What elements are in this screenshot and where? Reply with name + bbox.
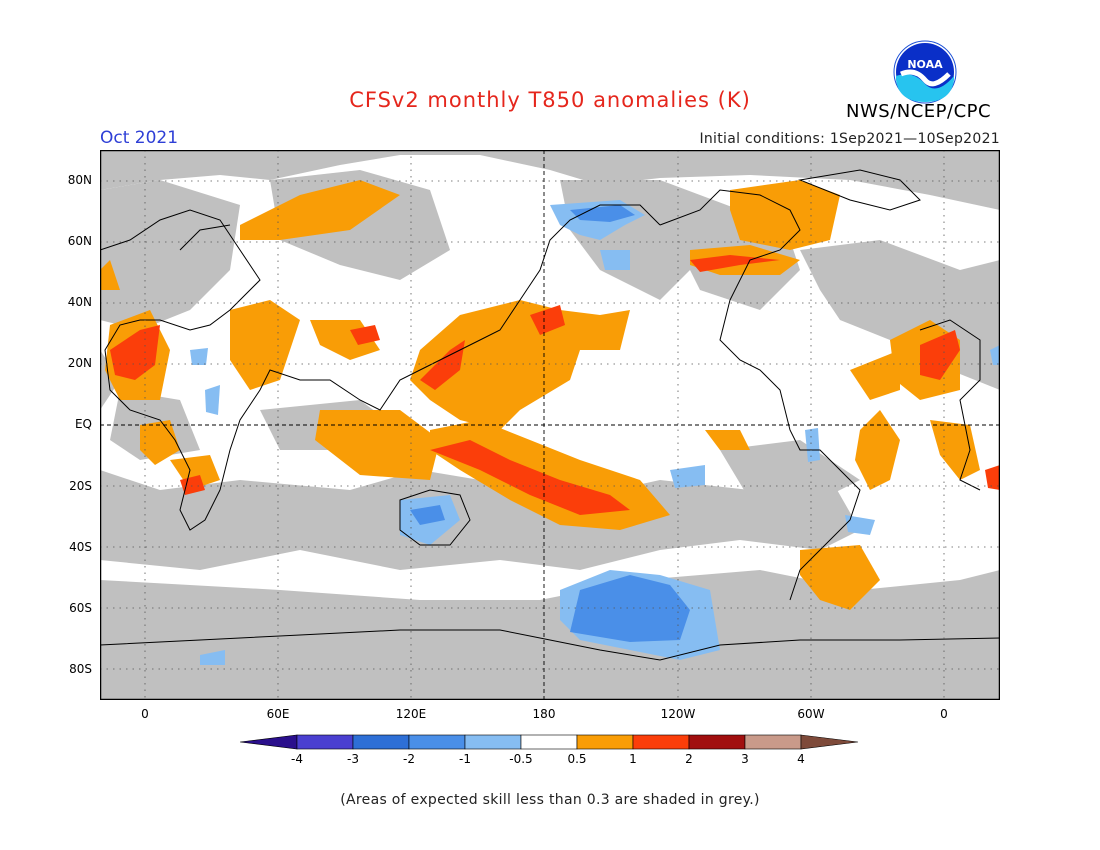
anomaly-map — [100, 150, 1000, 700]
colorbar-label: -0.5 — [509, 752, 533, 766]
agency-label: NWS/NCEP/CPC — [846, 101, 992, 122]
lon-label: 0 — [141, 707, 149, 721]
lat-label: 60N — [67, 234, 92, 248]
colorbar-label: 3 — [741, 752, 749, 766]
colorbar-label: 4 — [797, 752, 805, 766]
colorbar-swatch — [688, 734, 746, 750]
lon-label: 180 — [532, 707, 556, 721]
colorbar-label: 2 — [685, 752, 693, 766]
lon-label: 120W — [660, 707, 696, 721]
graticule — [100, 150, 1000, 700]
colorbar-label: -3 — [347, 752, 359, 766]
forecast-month: Oct 2021 — [100, 128, 179, 148]
lon-label: 0 — [940, 707, 948, 721]
lon-label: 60W — [797, 707, 825, 721]
equator-and-dateline — [100, 150, 1000, 700]
lat-label: 20S — [69, 479, 92, 493]
noaa-logo-icon: NOAA — [893, 40, 957, 104]
lat-label: 60S — [69, 601, 92, 615]
colorbar — [240, 734, 859, 750]
positive-anomaly-red — [110, 255, 1000, 515]
lat-label: 40S — [69, 540, 92, 554]
colorbar-swatch — [352, 734, 410, 750]
map-title: CFSv2 monthly T850 anomalies (K) — [349, 88, 751, 112]
colorbar-arrow-left — [240, 734, 298, 750]
initial-conditions: Initial conditions: 1Sep2021—10Sep2021 — [699, 131, 1000, 147]
colorbar-swatch — [520, 734, 578, 750]
colorbar-arrow-right — [800, 734, 859, 750]
colorbar-swatch — [744, 734, 802, 750]
skill-note: (Areas of expected skill less than 0.3 a… — [340, 792, 760, 808]
lat-label: 40N — [67, 295, 92, 309]
colorbar-label: -1 — [459, 752, 471, 766]
colorbar-swatch — [576, 734, 634, 750]
lat-label: 20N — [67, 356, 92, 370]
colorbar-label: 0.5 — [567, 752, 587, 766]
colorbar-swatch — [464, 734, 522, 750]
colorbar-label: -2 — [403, 752, 415, 766]
colorbar-swatch — [296, 734, 354, 750]
colorbar-swatch — [408, 734, 466, 750]
noaa-logo-text: NOAA — [907, 58, 943, 71]
colorbar-label: 1 — [629, 752, 637, 766]
coastlines — [100, 169, 1000, 661]
colorbar-swatch — [632, 734, 690, 750]
lat-label: EQ — [74, 417, 92, 431]
lon-label: 60E — [266, 707, 290, 721]
negative-anomaly-medium-blue — [410, 205, 690, 642]
colorbar-label: -4 — [291, 752, 303, 766]
lon-label: 120E — [395, 707, 427, 721]
lat-label: 80N — [67, 173, 92, 187]
lat-label: 80S — [69, 662, 92, 676]
